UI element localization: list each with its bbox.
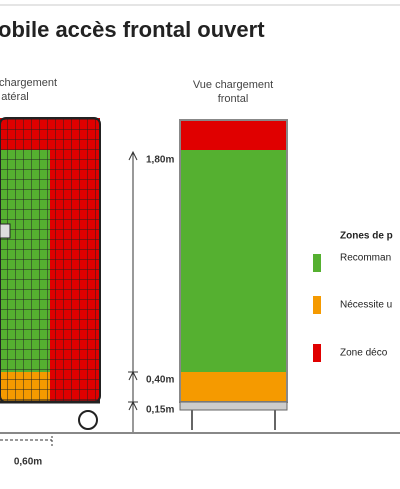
- side-cage: [0, 117, 101, 430]
- front-cage: [179, 119, 288, 430]
- legend-item: Nécessite u: [340, 300, 392, 311]
- legend-title: Zones de p: [340, 231, 393, 242]
- height-label: 1,80m: [146, 155, 174, 166]
- side-view-label: chargement: [0, 77, 57, 89]
- legend-swatch: [313, 296, 321, 314]
- legend-item: Zone déco: [340, 348, 388, 359]
- front-view-label: frontal: [218, 93, 249, 105]
- front-view-label: Vue chargement: [193, 79, 273, 91]
- legend-swatch: [313, 254, 321, 272]
- legend-item: Recomman: [340, 253, 391, 264]
- depth-label: 0,60m: [14, 457, 42, 468]
- legend-swatch: [313, 344, 321, 362]
- side-view-label: atéral: [1, 91, 29, 103]
- height-axis: [128, 150, 138, 432]
- height-label: 0,40m: [146, 375, 174, 386]
- page-title: obile accès frontal ouvert: [0, 17, 265, 42]
- height-label: 0,15m: [146, 405, 174, 416]
